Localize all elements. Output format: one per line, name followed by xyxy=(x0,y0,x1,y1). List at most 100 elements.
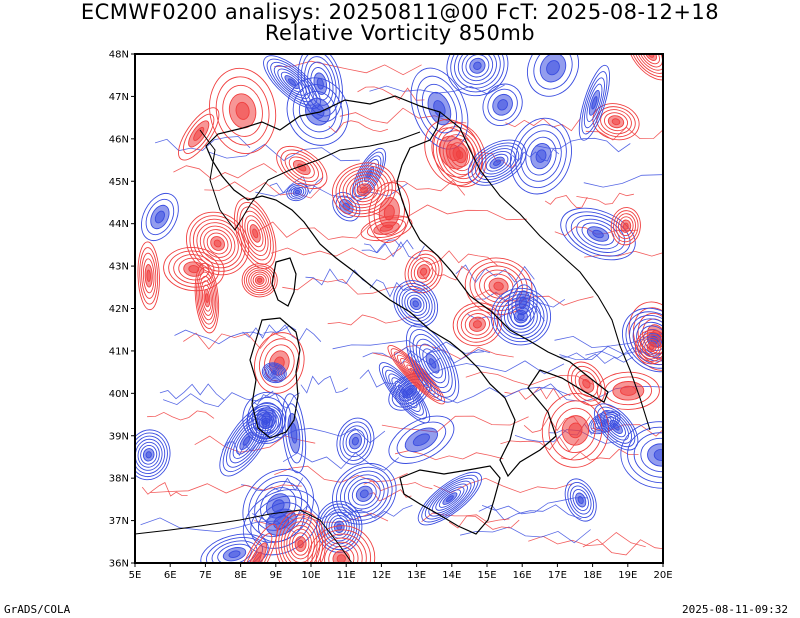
contour-ring xyxy=(259,415,273,430)
lat-tick-label: 44N xyxy=(109,219,129,230)
contour-line xyxy=(242,324,297,339)
lon-tick-label: 14E xyxy=(442,570,461,581)
contour-ring xyxy=(291,532,310,556)
contour-line xyxy=(147,410,215,421)
contour-ring xyxy=(394,380,415,405)
contour-ring xyxy=(388,415,455,464)
lon-tick-label: 7E xyxy=(199,570,212,581)
contour-ring xyxy=(163,247,225,292)
contour-ring xyxy=(232,422,261,459)
contour-ring xyxy=(548,400,603,461)
contour-ring xyxy=(409,329,456,398)
contour-ring xyxy=(286,183,309,202)
contour-ring xyxy=(612,423,620,431)
lat-tick-label: 38N xyxy=(109,474,129,485)
contour-ring xyxy=(632,318,663,362)
contour-line xyxy=(448,515,520,530)
contour-ring xyxy=(202,284,212,312)
contour-ring xyxy=(445,143,461,162)
contour-ring xyxy=(421,474,479,523)
lat-tick-label: 37N xyxy=(109,516,129,527)
contour-line xyxy=(162,390,274,408)
longitude-axis: 5E 6E 7E 8E 9E 10E 11E 12E 13E 14E 15E 16E 17E 18E 19E… xyxy=(129,563,673,581)
contour-ring xyxy=(168,250,220,288)
contour-line xyxy=(255,182,408,199)
contour-line xyxy=(369,279,424,298)
contour-ring xyxy=(239,533,273,563)
contour-ring xyxy=(342,425,369,458)
map-title: ECMWF0200 analisys: 20250811@00 FcT: 202… xyxy=(80,0,720,24)
contour-ring xyxy=(391,377,418,409)
contour-ring xyxy=(420,267,428,276)
contour-ring xyxy=(235,101,250,120)
contour-ring xyxy=(194,262,220,334)
contour-ring xyxy=(634,329,663,365)
contour-ring xyxy=(393,351,439,398)
contour-ring xyxy=(307,525,376,563)
contour-ring xyxy=(139,247,159,305)
contour-line xyxy=(282,278,403,295)
contour-ring xyxy=(188,265,200,274)
contour-ring xyxy=(507,303,535,330)
contour-ring xyxy=(349,177,379,203)
contour-ring xyxy=(252,228,259,239)
contour-ring xyxy=(342,171,386,209)
contour-line xyxy=(174,329,264,345)
contour-ring xyxy=(359,489,369,499)
balkan-coastline xyxy=(439,111,651,431)
contour-ring xyxy=(648,344,655,350)
contour-ring xyxy=(422,348,443,379)
contour-ring xyxy=(638,54,663,68)
lon-tick-label: 15E xyxy=(477,570,496,581)
contour-ring xyxy=(242,436,251,446)
contour-ring xyxy=(494,291,548,343)
lon-tick-label: 19E xyxy=(618,570,637,581)
contour-ring xyxy=(137,441,160,468)
contour-ring xyxy=(277,68,307,96)
contour-ring xyxy=(450,54,505,93)
contour-line xyxy=(585,126,663,141)
contour-ring xyxy=(428,480,472,517)
contour-ring xyxy=(577,496,584,504)
contour-line xyxy=(150,483,302,494)
contour-ring xyxy=(644,339,660,355)
coastline-layer xyxy=(135,95,651,563)
contour-line xyxy=(141,482,188,497)
contour-line xyxy=(363,480,433,492)
latitude-axis: 48N 47N 46N 45N 44N 43N 42N 41N 40N 39N 38N 37N 36N xyxy=(109,50,135,570)
sicily-coastline xyxy=(399,465,501,535)
contour-ring xyxy=(236,201,274,265)
contour-ring xyxy=(485,153,509,172)
contour-ring xyxy=(135,432,168,478)
contour-ring xyxy=(311,529,371,563)
lon-tick-label: 20E xyxy=(653,570,672,581)
contour-ring xyxy=(257,277,263,283)
contour-ring xyxy=(630,54,663,78)
contour-ring xyxy=(525,136,557,176)
contour-ring xyxy=(290,186,305,198)
contour-ring xyxy=(252,273,267,287)
contour-ring xyxy=(415,338,450,388)
contour-ring xyxy=(541,393,609,468)
contour-ring xyxy=(583,77,605,129)
contour-ring xyxy=(284,403,304,464)
contour-line xyxy=(207,143,360,162)
contour-ring xyxy=(428,358,437,369)
contour-ring xyxy=(197,271,217,325)
contour-ring xyxy=(241,263,278,298)
contour-ring xyxy=(597,406,636,448)
contour-ring xyxy=(353,180,376,200)
contour-ring xyxy=(319,537,363,563)
contour-ring xyxy=(613,210,639,243)
contour-ring xyxy=(620,421,663,489)
contour-ring xyxy=(339,168,390,212)
contour-line xyxy=(582,538,663,556)
contour-ring xyxy=(280,149,324,186)
contour-ring xyxy=(518,296,527,310)
contour-ring xyxy=(178,257,210,281)
contour-ring xyxy=(454,54,501,89)
contour-ring xyxy=(266,366,283,380)
contour-line xyxy=(263,324,322,342)
lon-tick-label: 8E xyxy=(234,570,247,581)
contour-ring xyxy=(478,148,516,178)
